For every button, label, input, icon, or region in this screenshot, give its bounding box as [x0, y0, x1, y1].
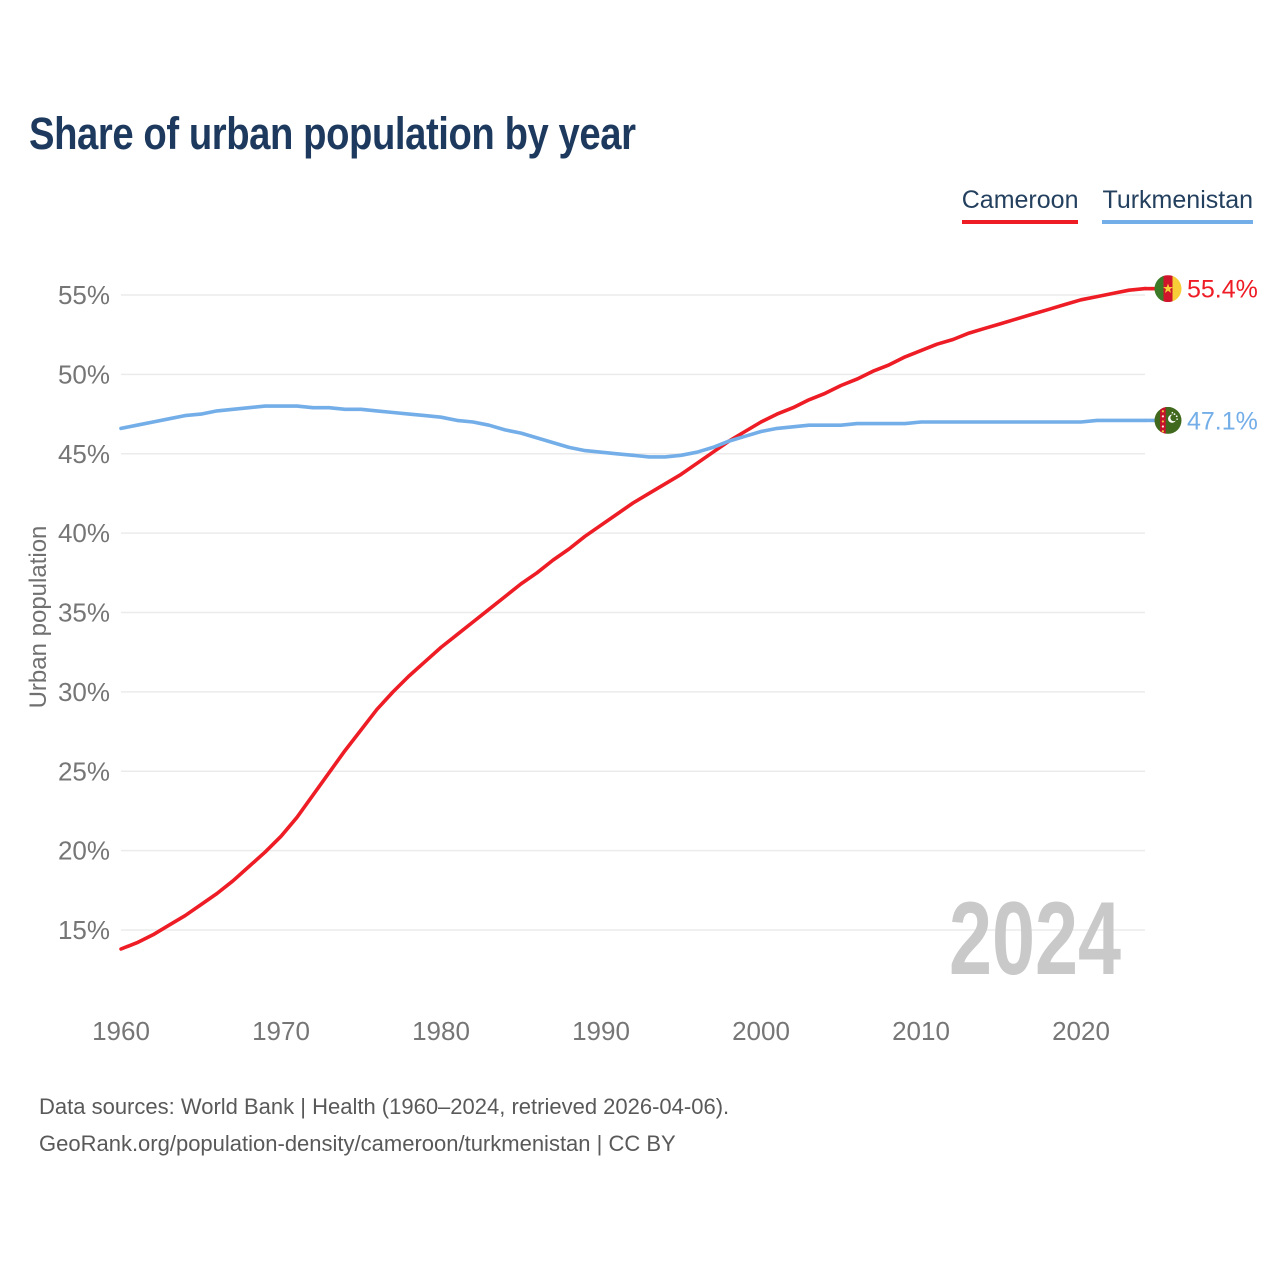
x-tick-label: 2000 [732, 1016, 790, 1046]
chart-canvas: 2024 15% 20% 25% 30% 35% 40% 45% 50% 55% 1960 197… [25, 275, 1258, 1046]
x-tick-label: 2020 [1052, 1016, 1110, 1046]
chart-footer: Data sources: World Bank | Health (1960–… [39, 1088, 729, 1162]
line-cameroon [119, 286, 1147, 951]
footer-data-sources: Data sources: World Bank | Health (1960–… [39, 1094, 730, 1119]
y-tick-label: 50% [58, 359, 110, 389]
x-tick-label: 1970 [252, 1016, 310, 1046]
y-tick-label: 45% [58, 439, 110, 469]
legend-item-turkmenistan[interactable]: Turkmenistan [1102, 186, 1253, 224]
x-axis-tick-labels: 1960 1970 1980 1990 2000 2010 2020 [92, 1016, 1110, 1046]
series-lines [119, 286, 1156, 951]
y-tick-label: 20% [58, 836, 110, 866]
footer-attribution: GeoRank.org/population-density/cameroon/… [39, 1131, 676, 1156]
x-tick-label: 1990 [572, 1016, 630, 1046]
gridlines [121, 294, 1145, 931]
y-axis-tick-labels: 15% 20% 25% 30% 35% 40% 45% 50% 55% [58, 280, 110, 945]
x-tick-label: 1980 [412, 1016, 470, 1046]
chart-legend: Cameroon Turkmenistan [961, 186, 1253, 224]
y-tick-label: 30% [58, 677, 110, 707]
turkmenistan-flag-icon [1154, 406, 1182, 434]
y-tick-label: 55% [58, 280, 110, 310]
y-tick-label: 25% [58, 756, 110, 786]
end-value-label-turkmenistan: 47.1% [1187, 407, 1258, 435]
end-value-label-cameroon: 55.4% [1187, 276, 1258, 304]
y-axis-title: Urban population [25, 526, 52, 709]
x-tick-label: 1960 [92, 1016, 150, 1046]
cameroon-flag-icon [1154, 275, 1182, 303]
y-tick-label: 40% [58, 518, 110, 548]
page-title: Share of urban population by year [29, 108, 636, 159]
legend-item-cameroon[interactable]: Cameroon [961, 186, 1079, 224]
x-tick-label: 2010 [892, 1016, 950, 1046]
y-tick-label: 15% [58, 915, 110, 945]
y-tick-label: 35% [58, 598, 110, 628]
watermark-year: 2024 [949, 881, 1121, 997]
line-turkmenistan [119, 404, 1147, 459]
